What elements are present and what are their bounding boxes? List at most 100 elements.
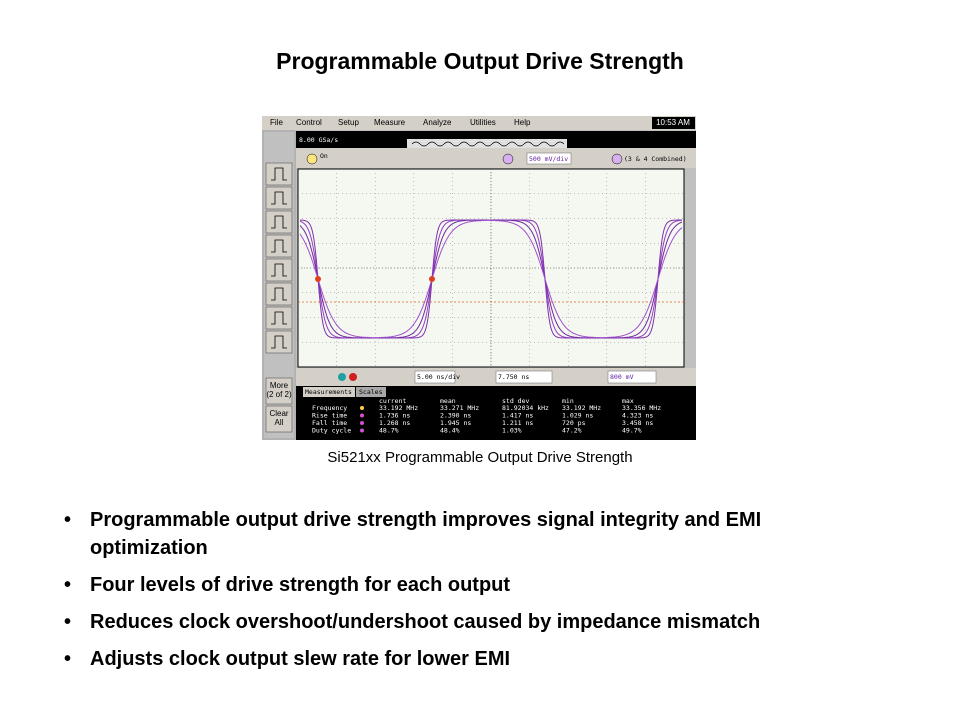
cell: 33.271 MHz bbox=[440, 404, 479, 412]
tool-icon bbox=[271, 263, 287, 277]
more-button bbox=[265, 377, 293, 405]
row-dot bbox=[360, 421, 364, 425]
tool-button bbox=[265, 234, 293, 258]
cell: 49.7% bbox=[622, 427, 642, 435]
more-label: (2 of 2) bbox=[266, 390, 292, 399]
stop-button bbox=[349, 373, 357, 381]
tool-button bbox=[265, 210, 293, 234]
tab-measurements[interactable] bbox=[303, 387, 355, 397]
cell: 33.356 MHz bbox=[622, 404, 661, 412]
menu-item: Analyze bbox=[423, 118, 452, 127]
tool-button bbox=[265, 258, 293, 282]
row-dot bbox=[360, 428, 364, 433]
tool-button bbox=[265, 306, 293, 330]
table-header: std dev bbox=[502, 397, 529, 405]
tab-scales[interactable] bbox=[356, 387, 386, 397]
tab-label: Measurements bbox=[305, 388, 352, 396]
timebase: 5.00 ns/div bbox=[417, 373, 460, 381]
row-label: Rise time bbox=[312, 412, 347, 420]
row-dot bbox=[360, 406, 364, 410]
menu-bar bbox=[262, 116, 696, 130]
table-header: min bbox=[562, 397, 574, 405]
table-header: mean bbox=[440, 397, 456, 405]
tool-button bbox=[265, 186, 293, 210]
delay: 7.750 ns bbox=[498, 373, 529, 381]
overview-wave bbox=[411, 141, 565, 147]
cell: 48.7% bbox=[379, 427, 399, 435]
bullet: Programmable output drive strength impro… bbox=[62, 506, 922, 562]
menu-item: Measure bbox=[374, 118, 406, 127]
run-button bbox=[338, 373, 346, 381]
menu-item: Setup bbox=[338, 118, 359, 127]
clock-box bbox=[652, 117, 695, 129]
tool-button bbox=[265, 162, 293, 186]
tool-icon bbox=[271, 335, 287, 349]
waveforms bbox=[299, 219, 683, 339]
timebase-box bbox=[414, 370, 456, 384]
channel4-badge bbox=[611, 153, 623, 165]
menu-item: Help bbox=[514, 118, 531, 127]
clock: 10:53 AM bbox=[656, 118, 690, 127]
cell: 81.92034 kHz bbox=[502, 404, 549, 412]
table-header: current bbox=[379, 397, 406, 405]
cell: 720 ps bbox=[562, 419, 586, 427]
delay-box bbox=[495, 370, 553, 384]
channel4-label: (3 & 4 Combined) bbox=[624, 155, 687, 163]
row-label: Frequency bbox=[312, 404, 347, 412]
bullet: Reduces clock overshoot/undershoot cause… bbox=[62, 608, 922, 636]
clear-label: Clear bbox=[269, 409, 288, 418]
menu-item: File bbox=[270, 118, 283, 127]
row-dot bbox=[360, 413, 364, 418]
slide-title: Programmable Output Drive Strength bbox=[276, 48, 684, 74]
tool-button bbox=[265, 330, 293, 354]
trigger-box bbox=[607, 370, 657, 384]
trigger-level: 800 mV bbox=[610, 373, 634, 381]
menu-item: Control bbox=[296, 118, 322, 127]
scale-box bbox=[526, 152, 572, 165]
cell: 33.192 MHz bbox=[379, 404, 418, 412]
more-label: More bbox=[270, 381, 289, 390]
figure-caption: Si521xx Programmable Output Drive Streng… bbox=[327, 449, 633, 466]
tool-icon bbox=[271, 287, 287, 301]
cell: 1.417 ns bbox=[502, 412, 533, 420]
cell: 1.268 ns bbox=[379, 419, 410, 427]
bullet: Adjusts clock output slew rate for lower… bbox=[62, 645, 922, 673]
cell: 1.211 ns bbox=[502, 419, 533, 427]
marker bbox=[429, 276, 435, 282]
channel1-state: On bbox=[320, 152, 328, 160]
row-label: Fall time bbox=[312, 419, 347, 427]
waveform bbox=[299, 219, 683, 339]
cell: 48.4% bbox=[440, 427, 460, 435]
cell: 33.192 MHz bbox=[562, 404, 601, 412]
channel-bar bbox=[296, 148, 696, 168]
overview-strip bbox=[407, 139, 567, 148]
bullet: Four levels of drive strength for each o… bbox=[62, 571, 922, 599]
tool-icon bbox=[271, 215, 287, 229]
cell: 47.2% bbox=[562, 427, 582, 435]
cell: 3.458 ns bbox=[622, 419, 653, 427]
grid bbox=[298, 169, 684, 367]
menu-item: Utilities bbox=[470, 118, 496, 127]
table-header: max bbox=[622, 397, 634, 405]
marker bbox=[315, 276, 321, 282]
cell: 1.029 ns bbox=[562, 412, 593, 420]
bullet-text: optimization bbox=[90, 537, 208, 559]
bullet-text: Reduces clock overshoot/undershoot cause… bbox=[90, 611, 761, 633]
tool-button bbox=[265, 282, 293, 306]
clear-label: All bbox=[275, 418, 284, 427]
cell: 2.390 ns bbox=[440, 412, 471, 420]
tool-icon bbox=[271, 311, 287, 325]
tool-icon bbox=[271, 191, 287, 205]
tool-icon bbox=[271, 167, 287, 181]
tab-label: Scales bbox=[359, 388, 383, 396]
cell: 1.03% bbox=[502, 427, 522, 435]
tool-icon bbox=[271, 239, 287, 253]
bullet-list: Programmable output drive strength impro… bbox=[62, 506, 922, 682]
cell: 1.736 ns bbox=[379, 412, 410, 420]
bullet-text: Programmable output drive strength impro… bbox=[90, 509, 762, 531]
sample-rate: 8.00 GSa/s bbox=[299, 136, 338, 144]
channel3-badge bbox=[502, 153, 514, 165]
